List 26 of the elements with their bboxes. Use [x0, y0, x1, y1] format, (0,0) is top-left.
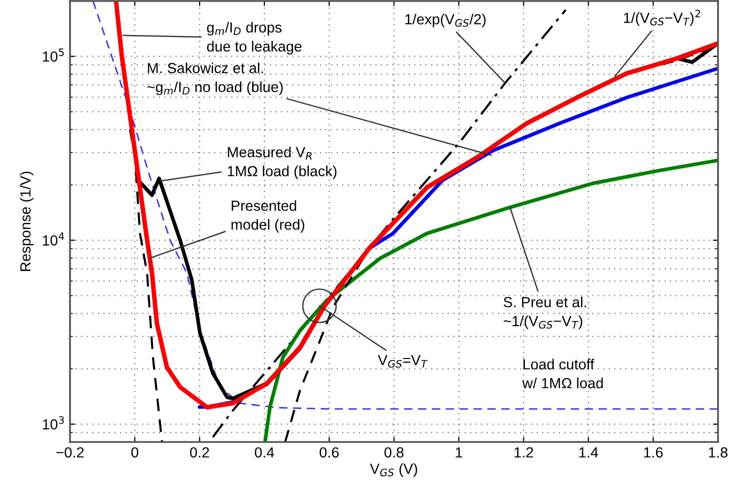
annotation: M. Sakowicz et al. ~g$_{m}$/I$_{D}$ no load (blue) [147, 62, 283, 96]
x-tick-label: 1 [456, 447, 462, 458]
annotation: Load cutoff w/ 1MΩ load [522, 358, 603, 388]
x-tick-label: 1.6 [644, 447, 663, 458]
y-tick-label: 10$^{5}$ [42, 48, 64, 62]
annotation: 1/exp(V$_{GS}$/2) [405, 14, 486, 28]
x-tick-label: 0.8 [384, 447, 404, 458]
x-tick-label: 1.4 [579, 447, 598, 458]
annotation: Measured V$_{R}$ 1MΩ load (black) [228, 146, 336, 180]
annotation: Presented model (red) [232, 200, 304, 233]
x-tick-label: 0.4 [254, 447, 274, 458]
y-tick-label: 10$^{4}$ [42, 232, 64, 246]
x-tick-label: 1.2 [514, 447, 534, 458]
x-tick-label: −0.2 [56, 447, 84, 458]
y-axis-title: Response (1/V) [20, 172, 34, 271]
annotation: V$_{GS}$=V$_{T}$ [378, 355, 428, 368]
annotation: 1/(V$_{GS}$−V$_{T}$)$^{2}$ [624, 10, 700, 26]
line-series [128, 128, 164, 442]
x-tick-label: 1.8 [708, 447, 728, 458]
y-tick-label: 10$^{3}$ [42, 416, 64, 430]
annotation: g$_{m}$/I$_{D}$ drops due to leakage [207, 22, 302, 54]
x-tick-label: 0.2 [190, 447, 210, 458]
x-axis-title: V$_{GS}$ (V) [370, 463, 418, 477]
annotation: S. Preu et al. ~1/(V$_{GS}$−V$_{T}$) [504, 296, 586, 330]
x-tick-label: 0.6 [320, 447, 339, 458]
x-tick-label: 0 [131, 447, 138, 458]
